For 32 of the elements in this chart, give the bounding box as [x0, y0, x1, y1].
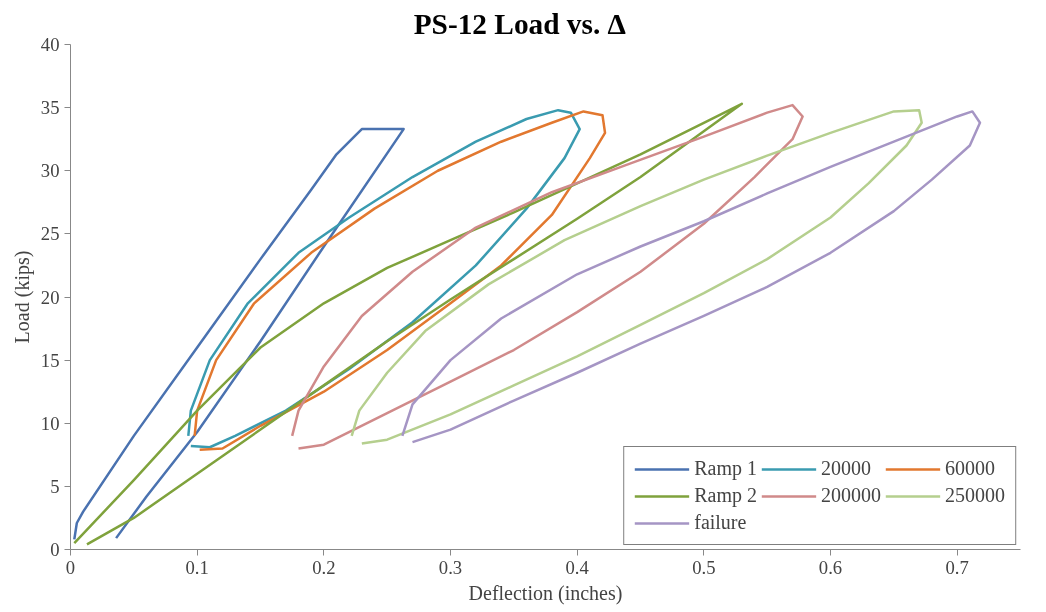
y-tick-label: 25: [40, 223, 60, 245]
legend-label: Ramp 2: [694, 484, 757, 507]
x-tick-label: 0.5: [692, 556, 716, 578]
x-tick-label: 0.1: [185, 556, 209, 578]
y-tick-label: 15: [40, 349, 60, 371]
x-tick-label: 0.3: [438, 556, 463, 578]
y-tick-label: 10: [40, 412, 60, 434]
line-series: [401, 110, 982, 444]
line-series: [73, 127, 405, 541]
x-tick-label: 0.4: [565, 556, 590, 578]
y-tick-label: 35: [40, 97, 60, 119]
y-tick-label: 40: [40, 34, 60, 55]
x-tick-label: 0: [65, 556, 76, 578]
legend-label: Ramp 1: [694, 457, 757, 480]
chart-title: PS-12 Load vs. Δ: [413, 7, 627, 40]
legend-label: 20000: [821, 457, 871, 480]
y-tick-label: 0: [50, 539, 60, 560]
line-series: [73, 102, 744, 546]
legend-label: 200000: [821, 484, 881, 507]
line-series: [290, 103, 804, 450]
line-series: [350, 108, 923, 445]
x-tick-label: 0.6: [818, 556, 843, 578]
legend-label: 250000: [945, 484, 1005, 507]
legend-label: 60000: [945, 457, 995, 480]
y-tick-label: 5: [50, 475, 60, 497]
y-axis-title: Load (kips): [10, 250, 34, 344]
x-axis-title: Deflection (inches): [468, 581, 623, 605]
x-tick-label: 0.2: [312, 556, 336, 578]
legend-label: failure: [694, 511, 747, 534]
y-tick-label: 20: [40, 286, 60, 308]
x-tick-label: 0.7: [945, 556, 969, 578]
y-tick-label: 30: [40, 160, 60, 182]
